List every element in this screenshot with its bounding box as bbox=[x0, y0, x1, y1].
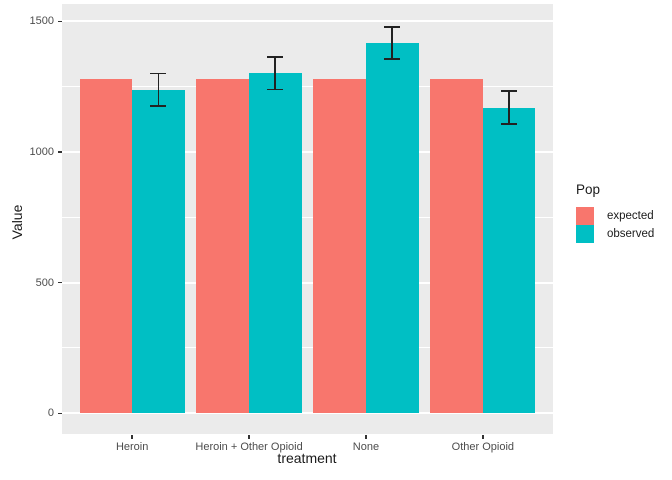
x-tick-label-other-opioid: Other Opioid bbox=[451, 441, 515, 453]
x-tick-label-heroin: Heroin bbox=[115, 441, 149, 453]
y-tick-mark-500 bbox=[57, 281, 62, 284]
y-tick-label-0: 0 bbox=[47, 407, 54, 420]
gridline-minor bbox=[62, 86, 553, 88]
gridline-major bbox=[62, 412, 553, 415]
legend-title: Pop bbox=[576, 182, 601, 197]
expected-color-swatch bbox=[576, 207, 594, 225]
x-tick-label-heroin-other-opioid: Heroin + Other Opioid bbox=[195, 441, 303, 453]
plot-panel bbox=[62, 4, 553, 434]
bar-expected-heroin bbox=[79, 79, 133, 414]
gridline-minor bbox=[62, 347, 553, 349]
errorbar-cap-bottom-none bbox=[384, 58, 401, 61]
x-tick-label-none: None bbox=[352, 441, 380, 453]
errorbar-stem-none bbox=[391, 26, 394, 60]
observed-color-swatch bbox=[576, 225, 594, 243]
legend-item-expected: expected bbox=[576, 207, 654, 225]
gridline-major bbox=[62, 150, 553, 153]
legend-item-observed: observed bbox=[576, 225, 654, 243]
errorbar-cap-top-heroin bbox=[150, 72, 167, 75]
y-tick-label-500: 500 bbox=[35, 276, 54, 289]
bar-expected-none bbox=[313, 79, 366, 414]
bar-observed-heroin-other-opioid bbox=[249, 73, 302, 414]
bar-expected-heroin-other-opioid bbox=[196, 79, 250, 414]
gridline-major bbox=[62, 20, 553, 23]
x-axis-title: treatment bbox=[277, 450, 337, 466]
x-tick-mark-heroin-other-opioid bbox=[248, 434, 250, 439]
legend: Pop expected observed bbox=[576, 182, 654, 243]
gridline-minor bbox=[62, 216, 553, 218]
y-tick-mark-0 bbox=[57, 412, 62, 415]
x-tick-mark-other-opioid bbox=[482, 434, 484, 439]
errorbar-cap-top-heroin-other-opioid bbox=[267, 56, 284, 58]
gridline-major bbox=[62, 281, 553, 284]
x-tick-mark-none bbox=[365, 434, 367, 439]
errorbar-cap-bottom-heroin-other-opioid bbox=[267, 88, 284, 91]
y-tick-mark-1000 bbox=[57, 151, 62, 153]
bar-expected-other-opioid bbox=[430, 79, 483, 414]
bar-observed-other-opioid bbox=[482, 107, 536, 414]
errorbar-stem-heroin bbox=[157, 73, 160, 106]
errorbar-cap-bottom-heroin bbox=[150, 105, 167, 107]
bar-observed-heroin bbox=[132, 89, 185, 414]
y-axis-title: Value bbox=[9, 204, 25, 240]
errorbar-stem-heroin-other-opioid bbox=[274, 57, 277, 90]
y-tick-label-1500: 1500 bbox=[29, 15, 54, 28]
x-tick-mark-heroin bbox=[131, 434, 133, 439]
y-tick-mark-1500 bbox=[57, 20, 62, 23]
errorbar-cap-top-none bbox=[384, 25, 401, 28]
errorbar-stem-other-opioid bbox=[508, 91, 511, 124]
errorbar-cap-bottom-other-opioid bbox=[501, 122, 518, 125]
y-tick-label-1000: 1000 bbox=[29, 145, 54, 158]
errorbar-cap-top-other-opioid bbox=[501, 90, 518, 93]
bar-observed-none bbox=[365, 42, 419, 414]
legend-label-observed: observed bbox=[607, 228, 655, 240]
legend-label-expected: expected bbox=[607, 210, 654, 222]
